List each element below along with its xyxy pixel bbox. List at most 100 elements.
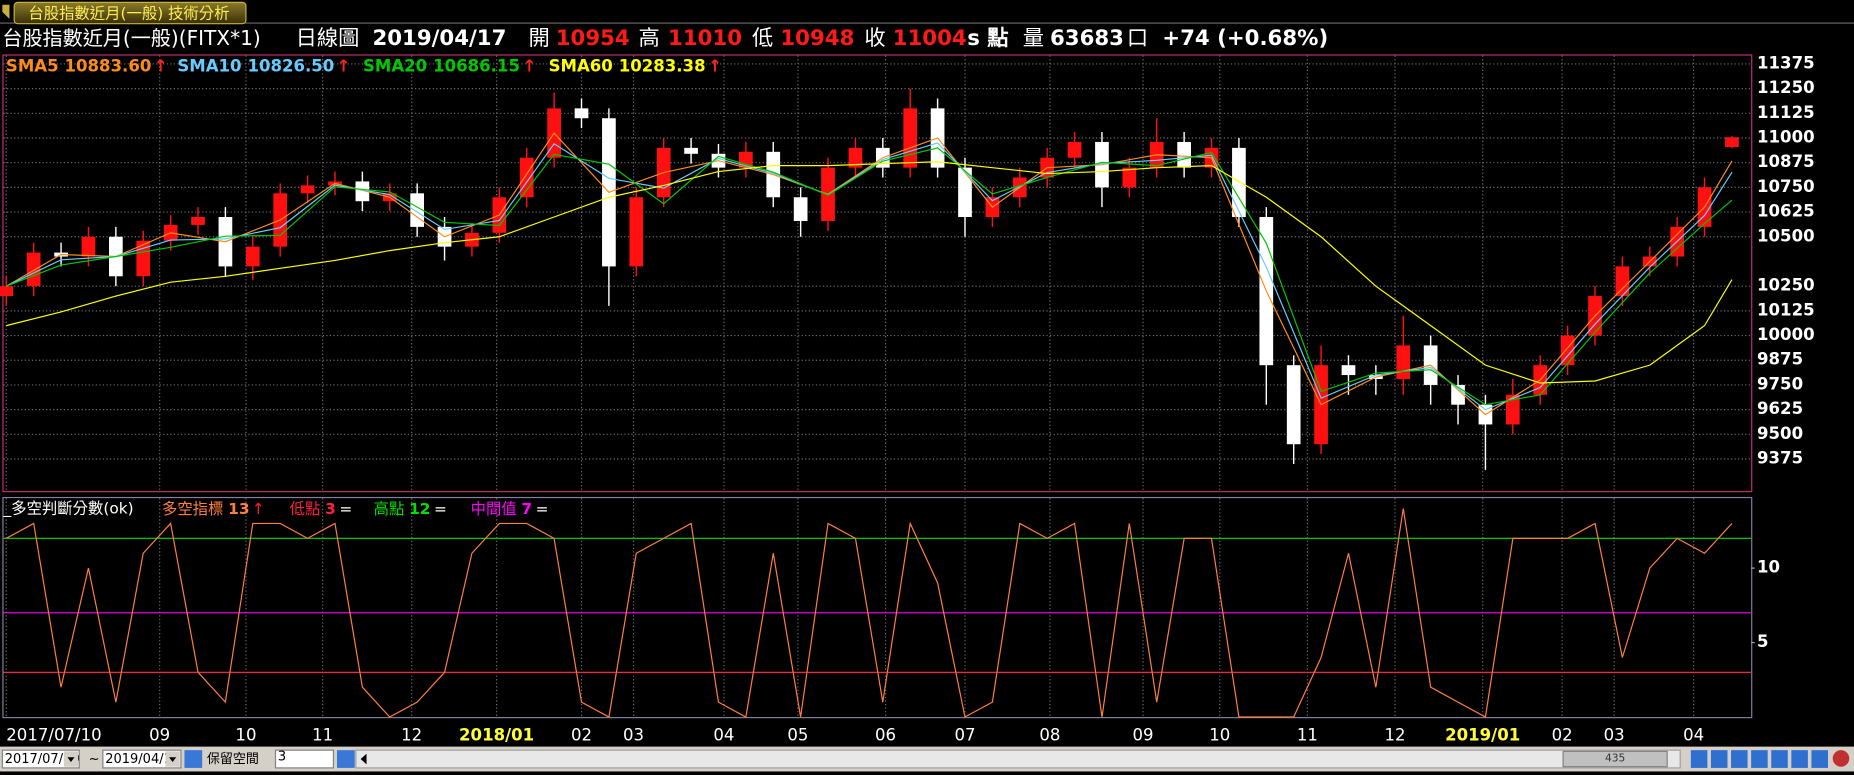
x-tick-label: 2019/01 <box>1445 725 1520 744</box>
tool-button[interactable] <box>1791 750 1808 768</box>
legend-arrow: ↑ <box>337 56 351 75</box>
close: 11004 <box>893 26 967 51</box>
arrow-icon <box>169 757 177 762</box>
legend-entry: SMA20 10686.15 ↑ <box>363 56 536 75</box>
x-tick-label: 07 <box>954 725 975 744</box>
candle-body <box>1232 147 1246 218</box>
tool-button[interactable] <box>1731 750 1748 768</box>
legend-entry: 中間值 7 = <box>471 499 549 517</box>
sma-line <box>5 132 1733 416</box>
x-tick-label: 2017/07/10 <box>6 725 101 744</box>
legend-entry: 低點 3 = <box>290 499 353 517</box>
candle-body <box>355 181 370 202</box>
tool-button[interactable] <box>1811 750 1828 768</box>
candle-body <box>81 236 96 257</box>
candle-body <box>136 240 151 277</box>
low: 10948 <box>780 26 854 51</box>
y-tick-label: 9500 <box>1757 424 1803 443</box>
symbol: 台股指數近月(一般)(FITX*1) <box>2 26 260 50</box>
candle-body <box>0 286 14 297</box>
legend-arrow: ↑ <box>522 56 536 75</box>
legend-value: 7 <box>521 499 532 517</box>
candle-body <box>958 167 972 218</box>
x-tick-label: 09 <box>149 725 170 744</box>
candle-body <box>245 246 260 267</box>
volume-unit: 口 <box>1127 26 1148 51</box>
legend-entry: SMA60 10283.38 ↑ <box>549 56 722 75</box>
candle-body <box>1286 365 1301 445</box>
sma-line <box>6 147 1733 406</box>
close-label: 收 <box>864 26 885 51</box>
tool-button[interactable] <box>1751 750 1768 768</box>
x-tick-label: 04 <box>1683 725 1704 744</box>
score-line <box>5 508 1733 718</box>
apply-button[interactable] <box>336 750 355 768</box>
legend-value: 10686.15 <box>433 56 520 75</box>
end-select[interactable] <box>102 749 182 769</box>
change: +74 (+0.68%) <box>1162 26 1328 51</box>
y-tick-label: 10250 <box>1757 276 1815 295</box>
reserve-label: 保留空間 <box>207 752 259 767</box>
legend-mark: = <box>434 499 447 517</box>
legend-value: 10283.38 <box>619 56 706 75</box>
candle-body <box>848 147 863 168</box>
tool-button[interactable] <box>1690 750 1708 768</box>
y-tick-label: 9750 <box>1757 374 1803 393</box>
legend-entry: 高點 12 = <box>374 499 447 517</box>
x-tick-label: 08 <box>1039 725 1060 744</box>
scroll-left[interactable] <box>360 753 367 765</box>
tab[interactable] <box>13 1 247 25</box>
tool-button[interactable] <box>1710 750 1728 768</box>
x-tick-label: 11 <box>1297 725 1318 744</box>
candle-body <box>1341 365 1356 376</box>
price-panel <box>2 54 1753 493</box>
y-tick-label: 11250 <box>1757 78 1815 97</box>
legend-name: SMA5 <box>6 56 59 75</box>
end-date[interactable]: 2019/04/17 <box>105 752 180 767</box>
sma-line <box>6 161 1733 384</box>
start-date[interactable]: 2017/07/10 <box>5 752 80 767</box>
tab-title[interactable]: 台股指數近月(一般) 技術分析 <box>28 5 229 23</box>
scroll-value: 435 <box>1605 751 1625 764</box>
x-tick-label: 09 <box>1133 725 1154 744</box>
x-tick-label: 12 <box>1385 725 1406 744</box>
arrow-icon <box>67 757 75 762</box>
y-tick-label: 11000 <box>1757 127 1815 146</box>
x-tick-label: 2018/01 <box>459 725 534 744</box>
candle-body <box>300 185 315 194</box>
candle-body <box>1122 167 1137 188</box>
legend-mark: = <box>536 499 549 517</box>
date: 2019/04/17 <box>372 26 506 51</box>
candle-body <box>1177 141 1191 168</box>
y-tick-label: 5 <box>1757 632 1769 651</box>
candle-body <box>191 217 205 225</box>
x-tick-label: 02 <box>571 725 592 744</box>
go-button[interactable] <box>184 750 203 768</box>
x-tick-label: 03 <box>623 725 644 744</box>
legend-mark: = <box>339 499 352 517</box>
x-tick-label: 03 <box>1604 725 1625 744</box>
candle-body <box>410 193 425 227</box>
y-tick-label: 10000 <box>1757 325 1815 344</box>
legend-name: SMA60 <box>549 56 613 75</box>
legend-arrow: ↑ <box>154 56 168 75</box>
y-tick-label: 10875 <box>1757 152 1815 171</box>
x-tick-label: 10 <box>1209 725 1230 744</box>
reserve-value[interactable]: 3 <box>278 750 286 765</box>
reserve-input[interactable] <box>274 749 335 769</box>
legend-value: 12 <box>409 499 430 517</box>
tool-button[interactable] <box>1771 750 1788 768</box>
y-tick-label: 10 <box>1757 558 1780 577</box>
candle-body <box>1615 266 1630 297</box>
close-button[interactable] <box>1832 750 1850 767</box>
legend-entry: SMA5 10883.60 ↑ <box>6 56 168 75</box>
candle-body <box>574 108 589 119</box>
candle-body <box>1560 335 1575 366</box>
low-label: 低 <box>752 26 773 51</box>
start-select[interactable] <box>1 749 80 769</box>
scroll-thumb[interactable] <box>1562 750 1668 768</box>
scrollbar[interactable] <box>355 749 1681 769</box>
